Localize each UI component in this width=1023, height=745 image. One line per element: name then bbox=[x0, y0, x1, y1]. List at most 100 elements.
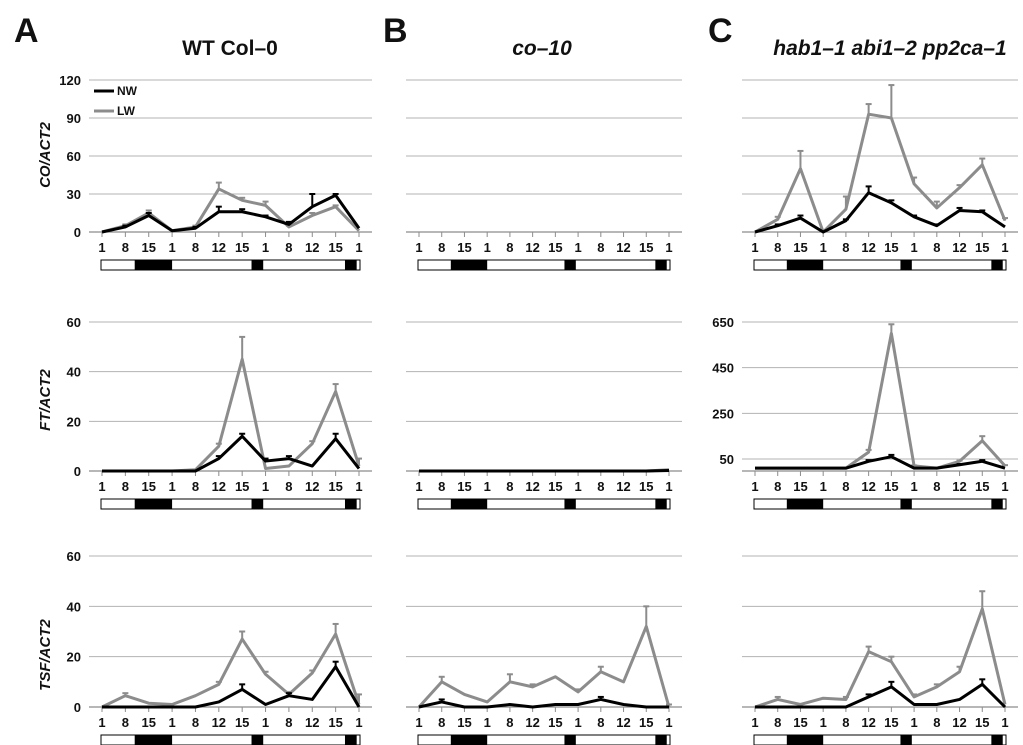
x-tick-label: 1 bbox=[415, 715, 422, 730]
x-tick-label: 15 bbox=[328, 715, 342, 730]
x-tick-label: 1 bbox=[820, 240, 827, 255]
x-tick-label: 1 bbox=[574, 479, 581, 494]
x-tick-label: 1 bbox=[415, 479, 422, 494]
x-tick-label: 15 bbox=[793, 715, 807, 730]
y-tick-label: 40 bbox=[67, 599, 81, 614]
x-tick-label: 15 bbox=[141, 715, 155, 730]
x-tick-label: 1 bbox=[820, 479, 827, 494]
x-tick-label: 15 bbox=[235, 479, 249, 494]
x-tick-label: 12 bbox=[305, 715, 319, 730]
x-tick-label: 15 bbox=[457, 240, 471, 255]
x-tick-label: 15 bbox=[548, 479, 562, 494]
y-tick-label: 0 bbox=[74, 700, 81, 715]
photoperiod-dark-segment bbox=[450, 260, 488, 270]
x-tick-label: 8 bbox=[597, 715, 604, 730]
x-tick-label: 12 bbox=[952, 715, 966, 730]
x-tick-label: 15 bbox=[328, 479, 342, 494]
x-tick-label: 15 bbox=[235, 240, 249, 255]
photoperiod-dark-segment bbox=[786, 735, 824, 745]
x-tick-label: 15 bbox=[548, 240, 562, 255]
x-tick-label: 12 bbox=[212, 240, 226, 255]
x-tick-label: 8 bbox=[285, 479, 292, 494]
photoperiod-dark-segment bbox=[344, 260, 357, 270]
photoperiod-dark-segment bbox=[564, 499, 576, 509]
x-tick-label: 12 bbox=[305, 479, 319, 494]
x-tick-label: 1 bbox=[1001, 715, 1008, 730]
x-tick-label: 8 bbox=[597, 479, 604, 494]
x-tick-label: 15 bbox=[639, 240, 653, 255]
x-tick-label: 15 bbox=[884, 479, 898, 494]
x-tick-label: 8 bbox=[774, 479, 781, 494]
photoperiod-dark-segment bbox=[991, 735, 1003, 745]
y-tick-label: 450 bbox=[712, 361, 734, 376]
photoperiod-dark-segment bbox=[251, 499, 264, 509]
x-tick-label: 8 bbox=[192, 479, 199, 494]
x-tick-label: 15 bbox=[639, 715, 653, 730]
y-tick-label: 0 bbox=[74, 464, 81, 479]
photoperiod-dark-segment bbox=[251, 260, 264, 270]
photoperiod-bar bbox=[417, 259, 671, 271]
series-line-lw bbox=[417, 624, 671, 709]
series-line-lw bbox=[101, 187, 361, 234]
x-tick-label: 1 bbox=[415, 240, 422, 255]
x-tick-label: 1 bbox=[1001, 479, 1008, 494]
x-tick-label: 12 bbox=[861, 715, 875, 730]
photoperiod-bar bbox=[753, 498, 1007, 510]
photoperiod-dark-segment bbox=[655, 499, 667, 509]
panel-title-c: hab1–1 abi1–2 pp2ca–1 bbox=[773, 37, 1006, 60]
x-tick-label: 1 bbox=[665, 240, 672, 255]
x-tick-label: 8 bbox=[285, 240, 292, 255]
y-tick-label: 30 bbox=[67, 187, 81, 202]
x-tick-label: 12 bbox=[212, 479, 226, 494]
x-tick-label: 1 bbox=[751, 715, 758, 730]
x-tick-label: 1 bbox=[751, 479, 758, 494]
chart-b-ft: 1 8 15 1 8 12 15 1 8 12 15 1 bbox=[406, 321, 682, 510]
x-tick-label: 1 bbox=[168, 479, 175, 494]
photoperiod-dark-segment bbox=[900, 735, 912, 745]
chart-b-co: 1 8 15 1 8 12 15 1 8 12 15 1 bbox=[406, 79, 682, 271]
photoperiod-dark-segment bbox=[786, 499, 824, 509]
series-line-lw bbox=[754, 112, 1007, 234]
x-tick-label: 1 bbox=[98, 240, 105, 255]
x-tick-label: 8 bbox=[506, 715, 513, 730]
series-line-nw bbox=[101, 193, 361, 234]
photoperiod-dark-segment bbox=[134, 735, 173, 745]
figure-labels: A B C WT Col–0 co–10 hab1–1 abi1–2 pp2ca… bbox=[14, 12, 1007, 691]
chart-c-co: 1 8 15 1 8 12 15 1 8 12 15 1 bbox=[742, 79, 1018, 271]
panel-label-b: B bbox=[383, 12, 408, 50]
x-tick-label: 8 bbox=[597, 240, 604, 255]
photoperiod-dark-segment bbox=[991, 260, 1003, 270]
x-tick-label: 8 bbox=[933, 715, 940, 730]
x-tick-label: 8 bbox=[842, 479, 849, 494]
x-tick-label: 1 bbox=[1001, 240, 1008, 255]
legend-lw-label: LW bbox=[117, 104, 136, 118]
panel-title-b: co–10 bbox=[512, 37, 572, 60]
x-tick-label: 1 bbox=[665, 715, 672, 730]
x-tick-label: 15 bbox=[793, 240, 807, 255]
x-tick-label: 12 bbox=[616, 715, 630, 730]
x-tick-label: 1 bbox=[168, 240, 175, 255]
legend-nw-label: NW bbox=[117, 84, 138, 98]
photoperiod-dark-segment bbox=[450, 735, 488, 745]
ylabel-tsf: TSF/ACT2 bbox=[37, 619, 54, 691]
ylabel-ft: FT/ACT2 bbox=[37, 369, 54, 431]
photoperiod-dark-segment bbox=[655, 735, 667, 745]
x-tick-label: 15 bbox=[793, 479, 807, 494]
x-tick-label: 1 bbox=[168, 715, 175, 730]
y-tick-label: 60 bbox=[67, 149, 81, 164]
x-tick-label: 1 bbox=[262, 479, 269, 494]
x-tick-label: 8 bbox=[122, 715, 129, 730]
y-tick-label: 90 bbox=[67, 111, 81, 126]
photoperiod-dark-segment bbox=[564, 260, 576, 270]
x-tick-label: 1 bbox=[484, 715, 491, 730]
panel-label-a: A bbox=[14, 12, 39, 50]
x-tick-label: 12 bbox=[525, 479, 539, 494]
x-tick-label: 1 bbox=[262, 715, 269, 730]
x-tick-label: 12 bbox=[616, 240, 630, 255]
chart-b-tsf: 1 8 15 1 8 12 15 1 8 12 15 1 bbox=[406, 555, 682, 745]
photoperiod-dark-segment bbox=[251, 735, 264, 745]
x-tick-label: 8 bbox=[842, 240, 849, 255]
